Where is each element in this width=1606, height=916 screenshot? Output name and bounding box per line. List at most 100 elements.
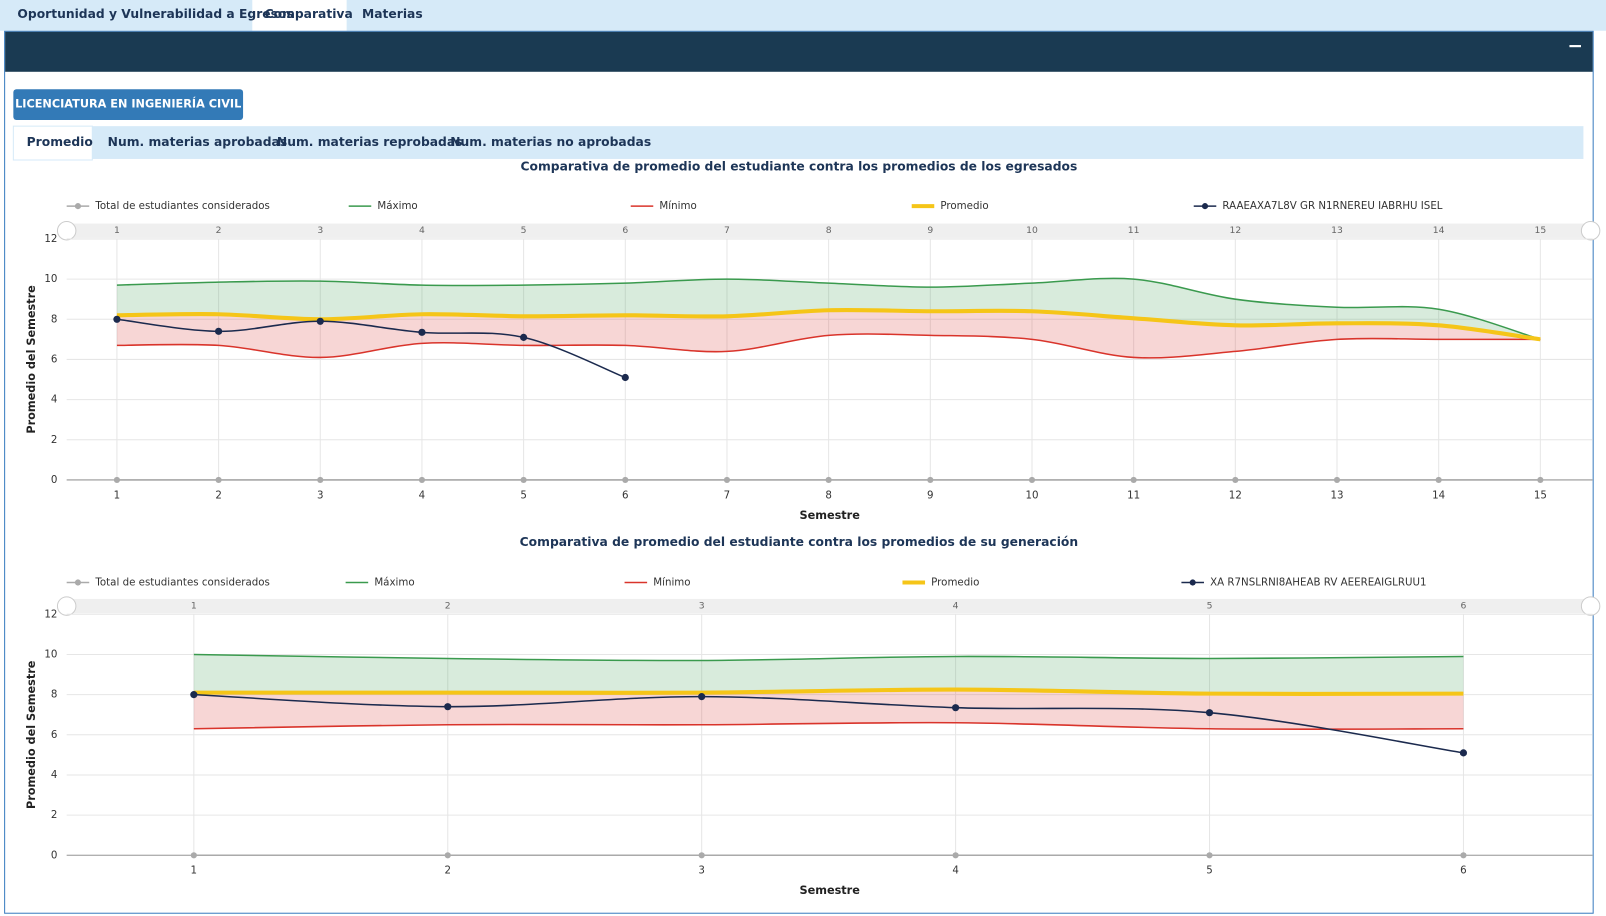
x-tick-label: 5 bbox=[1206, 865, 1213, 877]
tab[interactable]: Materias bbox=[362, 7, 423, 21]
subtab[interactable]: Promedio bbox=[27, 135, 93, 149]
y-tick-label: 10 bbox=[44, 648, 57, 660]
y-tick-label: 4 bbox=[51, 394, 58, 406]
point bbox=[1206, 852, 1213, 859]
legend-label: RAAEAXA7L8V GR N1RNEREU IABRHU ISEL bbox=[1222, 200, 1442, 212]
y-tick-label: 10 bbox=[44, 273, 57, 285]
x-tick-label: 7 bbox=[724, 489, 731, 501]
navigator-tick-label: 15 bbox=[1534, 225, 1546, 236]
point bbox=[317, 476, 324, 484]
y-tick-label: 4 bbox=[51, 769, 58, 781]
y-tick-label: 12 bbox=[44, 233, 57, 245]
y-tick-label: 2 bbox=[51, 434, 58, 446]
navigator-tick-label: 4 bbox=[953, 601, 959, 612]
navigator-handle bbox=[1580, 221, 1601, 241]
tab[interactable]: Oportunidad y Vulnerabilidad a Egresos bbox=[17, 7, 293, 21]
y-tick-label: 2 bbox=[51, 809, 58, 821]
subtab-bar bbox=[13, 126, 1584, 159]
x-tick-label: 2 bbox=[444, 865, 451, 877]
series-line bbox=[193, 721, 1464, 730]
point bbox=[1232, 476, 1239, 484]
subtab[interactable]: Num. materias no aprobadas bbox=[450, 135, 651, 149]
x-tick-label: 1 bbox=[114, 489, 121, 501]
point bbox=[418, 476, 426, 484]
point bbox=[1028, 476, 1036, 484]
x-tick-label: 11 bbox=[1127, 489, 1140, 501]
series-line bbox=[116, 333, 1541, 359]
navigator-tick-label: 5 bbox=[1207, 601, 1213, 612]
point bbox=[621, 373, 629, 382]
point bbox=[215, 476, 222, 484]
legend-marker bbox=[1189, 579, 1196, 586]
x-tick-label: 10 bbox=[1025, 489, 1038, 501]
navigator-tick-label: 12 bbox=[1229, 225, 1241, 236]
point bbox=[952, 852, 959, 859]
x-tick-label: 4 bbox=[952, 865, 959, 877]
y-axis-title: Promedio del Semestre bbox=[25, 660, 38, 809]
x-tick-label: 15 bbox=[1534, 489, 1547, 501]
point bbox=[418, 328, 426, 336]
navigator-tick-label: 1 bbox=[114, 225, 120, 236]
series-line bbox=[193, 653, 1464, 662]
series-line bbox=[193, 687, 1464, 696]
point bbox=[927, 476, 934, 484]
navigator-tick-label: 11 bbox=[1128, 225, 1140, 236]
navigator bbox=[66, 223, 1593, 238]
legend-marker bbox=[74, 203, 82, 210]
navigator-tick-label: 3 bbox=[699, 601, 705, 612]
navigator-tick-label: 10 bbox=[1026, 225, 1038, 236]
point bbox=[698, 693, 706, 701]
legend-marker bbox=[1201, 203, 1209, 210]
point bbox=[190, 691, 198, 699]
panel-header bbox=[5, 31, 1593, 72]
subtab[interactable]: Num. materias reprobadas bbox=[277, 135, 463, 149]
collapse-button[interactable]: − bbox=[1567, 36, 1582, 57]
active-tab[interactable] bbox=[252, 0, 347, 32]
y-tick-label: 12 bbox=[44, 608, 57, 620]
point bbox=[1130, 476, 1137, 484]
x-tick-label: 3 bbox=[317, 489, 324, 501]
legend-label: Máximo bbox=[374, 576, 414, 588]
series-line bbox=[116, 277, 1541, 341]
point bbox=[952, 704, 960, 712]
subtab[interactable]: Num. materias aprobadas bbox=[108, 135, 287, 149]
legend-label: Máximo bbox=[377, 200, 417, 212]
point bbox=[444, 703, 452, 711]
program-button[interactable] bbox=[13, 89, 244, 120]
x-axis-title: Semestre bbox=[799, 509, 860, 522]
point bbox=[698, 852, 705, 859]
legend-label: Total de estudiantes considerados bbox=[94, 576, 270, 588]
point bbox=[1460, 852, 1467, 859]
chart-title: Comparativa de promedio del estudiante c… bbox=[520, 160, 1077, 174]
program-label[interactable]: LICENCIATURA EN INGENIERÍA CIVIL bbox=[15, 98, 241, 111]
tab[interactable]: Comparativa bbox=[265, 7, 353, 21]
range-fill bbox=[193, 654, 1464, 694]
series-line bbox=[193, 693, 1464, 754]
y-tick-label: 8 bbox=[51, 313, 58, 325]
series-line bbox=[116, 318, 626, 379]
active-subtab[interactable] bbox=[12, 125, 93, 161]
x-tick-label: 5 bbox=[520, 489, 527, 501]
x-tick-label: 13 bbox=[1330, 489, 1343, 501]
point bbox=[1459, 749, 1468, 757]
navigator-tick-label: 6 bbox=[622, 225, 628, 236]
navigator-tick-label: 3 bbox=[317, 225, 323, 236]
navigator bbox=[66, 598, 1593, 614]
x-tick-label: 14 bbox=[1432, 489, 1445, 501]
navigator-tick-label: 2 bbox=[216, 225, 222, 236]
y-tick-label: 6 bbox=[51, 353, 58, 365]
x-tick-label: 12 bbox=[1229, 489, 1242, 501]
legend-label: Promedio bbox=[940, 200, 988, 212]
point bbox=[1435, 476, 1442, 484]
x-tick-label: 3 bbox=[698, 865, 705, 877]
panel bbox=[4, 30, 1594, 914]
point bbox=[1537, 476, 1544, 484]
navigator-tick-label: 4 bbox=[419, 225, 425, 236]
point bbox=[520, 333, 528, 341]
navigator-tick-label: 7 bbox=[724, 225, 730, 236]
point bbox=[825, 476, 832, 484]
x-tick-label: 1 bbox=[191, 865, 198, 877]
point bbox=[113, 476, 120, 484]
x-tick-label: 2 bbox=[215, 489, 222, 501]
